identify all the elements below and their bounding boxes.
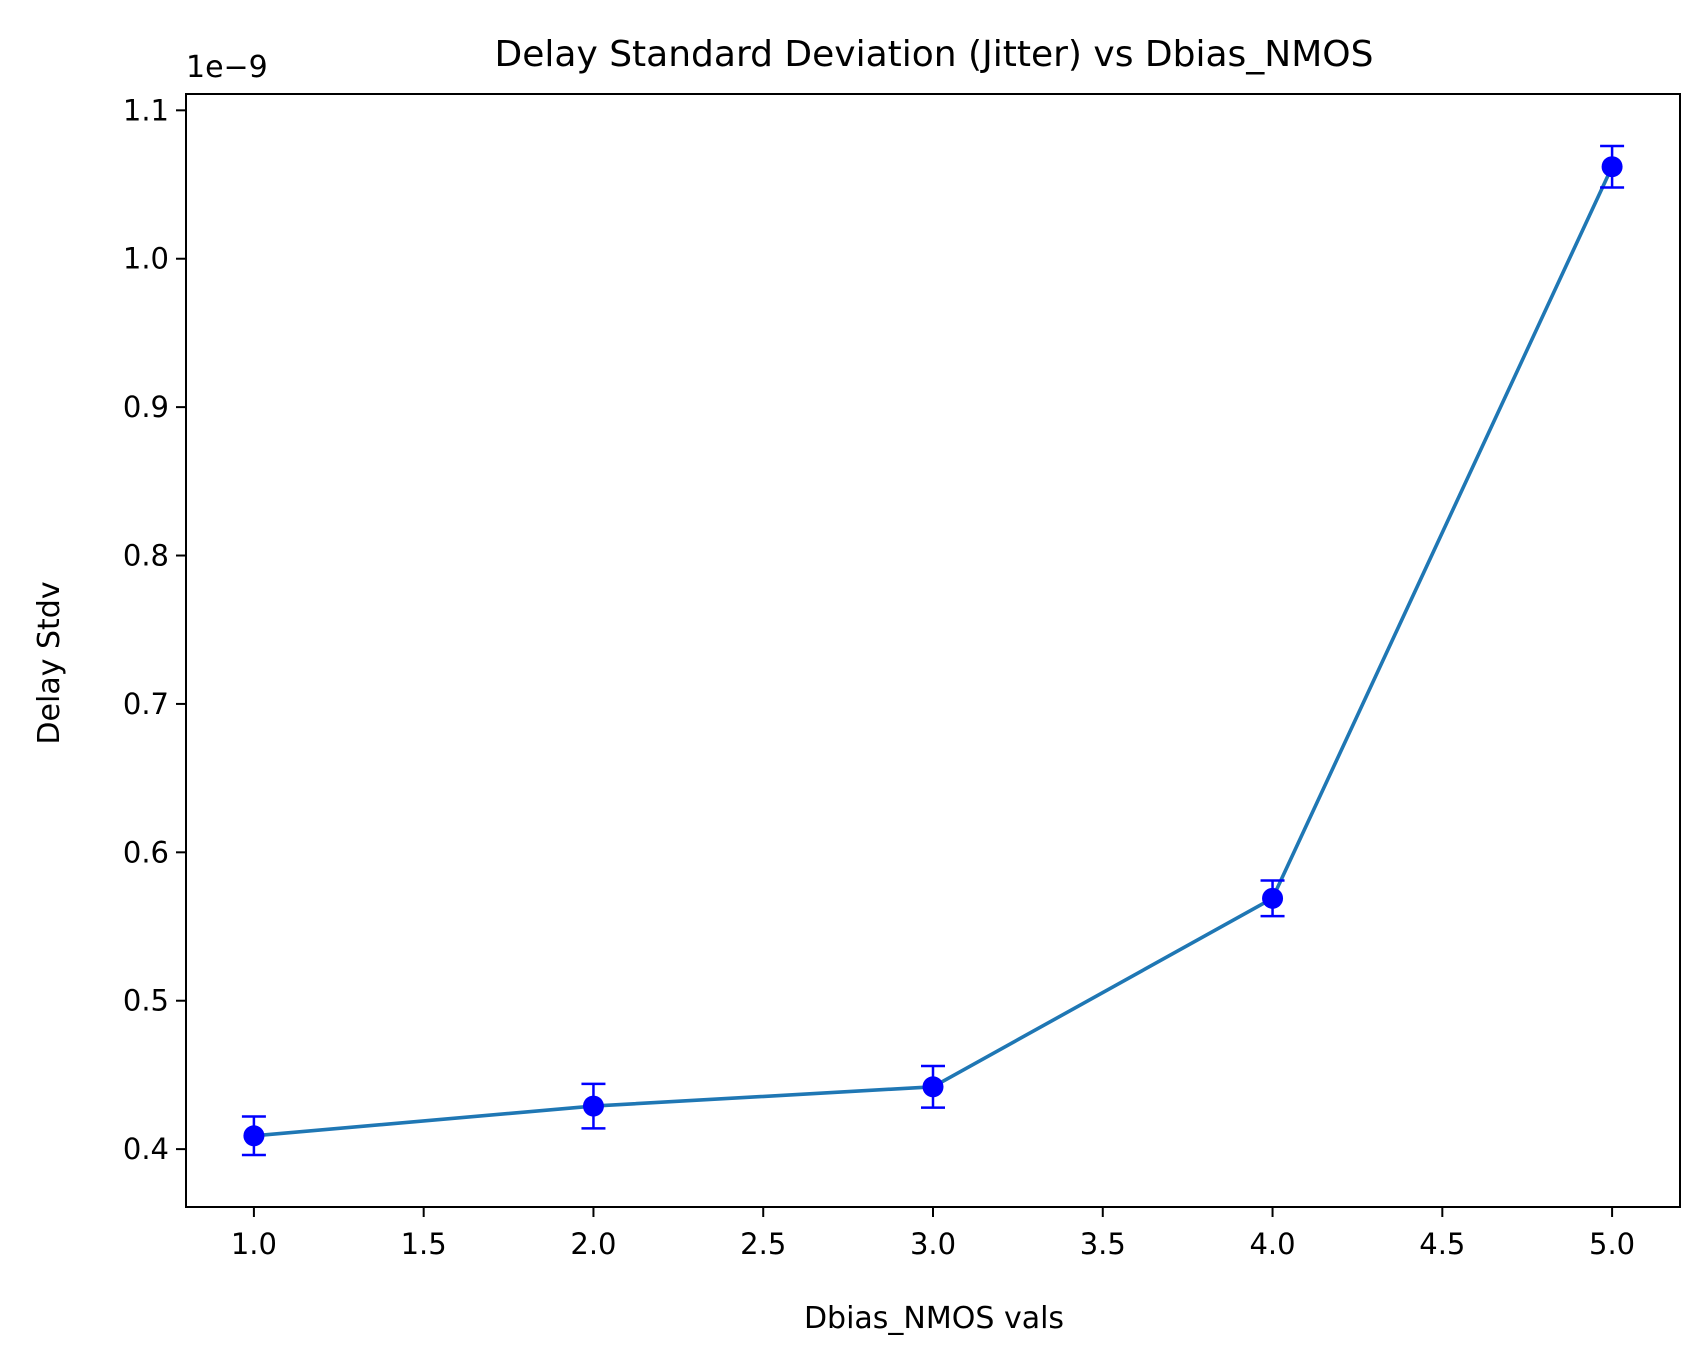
y-tick-label: 0.9 xyxy=(123,390,169,424)
data-point xyxy=(922,1076,944,1098)
x-tick-label: 2.5 xyxy=(740,1227,786,1261)
axes-layer: 1.0 1.5 2.0 2.5 3.0 3.5 4.0 4.5 5.0 0.4 0.5 0.6 0.7 0… xyxy=(123,93,1681,1261)
x-tick-label: 3.5 xyxy=(1080,1227,1126,1261)
data-point xyxy=(1262,887,1284,909)
plot-layer xyxy=(241,144,1625,1157)
x-tick-label: 3.0 xyxy=(910,1227,956,1261)
chart-title: Delay Standard Deviation (Jitter) vs Dbi… xyxy=(495,34,1374,75)
x-tick-label: 2.0 xyxy=(570,1227,616,1261)
x-tick-label: 5.0 xyxy=(1589,1227,1635,1261)
y-tick-label: 1.1 xyxy=(123,93,169,127)
data-point xyxy=(582,1095,604,1117)
x-tick-label: 4.0 xyxy=(1249,1227,1295,1261)
x-tick-label: 4.5 xyxy=(1419,1227,1465,1261)
y-tick-label: 1.0 xyxy=(123,242,169,276)
y-tick-label: 0.8 xyxy=(123,539,169,573)
y-tick-label: 0.6 xyxy=(123,835,169,869)
x-tick-label: 1.5 xyxy=(401,1227,447,1261)
x-axis-label: Dbias_NMOS vals xyxy=(804,1301,1064,1336)
y-offset-label: 1e−9 xyxy=(186,50,268,85)
y-tick-label: 0.7 xyxy=(123,687,169,721)
y-tick-label: 0.4 xyxy=(123,1132,169,1166)
y-axis-label: Delay Stdv xyxy=(32,581,67,744)
x-tick-label: 1.0 xyxy=(231,1227,277,1261)
data-point xyxy=(1601,156,1623,178)
data-point xyxy=(243,1125,265,1147)
y-tick-label: 0.5 xyxy=(123,984,169,1018)
